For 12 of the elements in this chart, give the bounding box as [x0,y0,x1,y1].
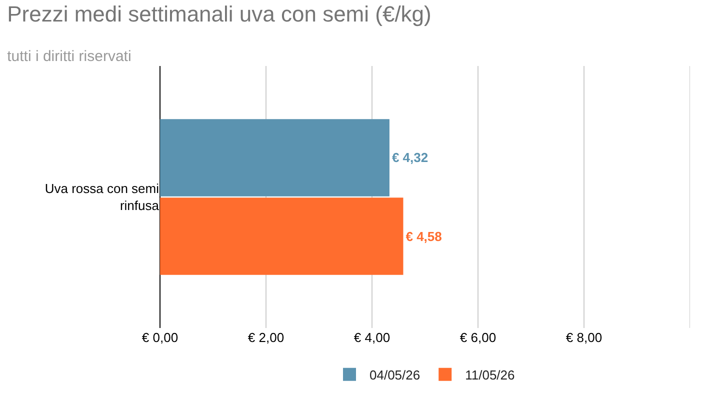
x-tick-label: € 0,00 [142,330,178,345]
chart-title: Prezzi medi settimanali uva con semi (€/kg) [7,1,432,26]
data-label: € 4,58 [406,228,442,244]
chart-subtitle: tutti i diritti riservati [7,48,132,65]
x-tick-label: € 4,00 [354,330,390,345]
legend-label: 11/05/26 [465,367,515,382]
data-label: € 4,32 [392,150,428,166]
y-tick-label: Uva rossa con semi rinfusa [44,181,160,213]
legend-label: 04/05/26 [370,367,420,382]
x-tick-label: € 6,00 [460,330,496,345]
x-tick-label: € 2,00 [248,330,284,345]
x-tick-label: € 8,00 [566,330,602,345]
